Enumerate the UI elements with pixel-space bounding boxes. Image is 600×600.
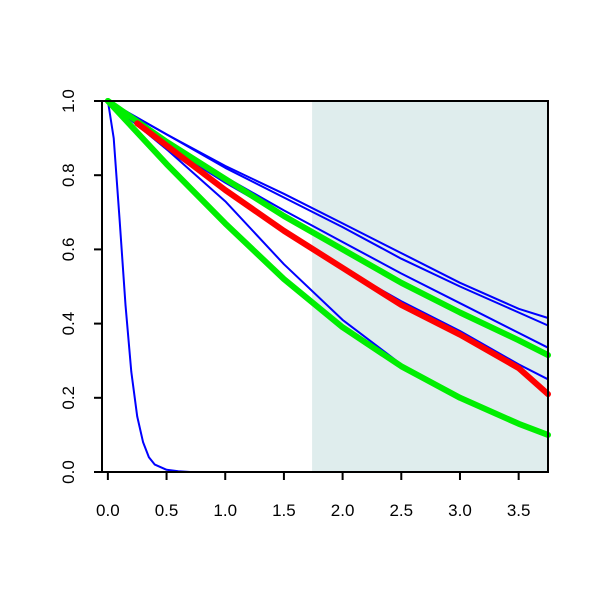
- x-tick-label-2: 1.0: [213, 501, 237, 520]
- y-tick-label-4: 0.8: [59, 163, 78, 187]
- series-line-3: [106, 100, 549, 327]
- y-axis: 0.0 0.2 0.4 0.6 0.8 1.0: [59, 89, 102, 484]
- x-axis: 0.0 0.5 1.0 1.5 2.0 2.5 3.0 3.5: [96, 472, 530, 520]
- series-line-8: [104, 98, 551, 359]
- x-tick-label-3: 1.5: [272, 501, 296, 520]
- y-tick-label-1: 0.2: [59, 386, 78, 410]
- y-tick-label-3: 0.6: [59, 238, 78, 262]
- x-tick-label-4: 2.0: [331, 501, 355, 520]
- x-tick-label-5: 2.5: [389, 501, 413, 520]
- y-tick-label-2: 0.4: [59, 312, 78, 336]
- y-tick-label-0: 0.0: [59, 460, 78, 484]
- x-tick-label-7: 3.5: [507, 501, 531, 520]
- shaded-region: [312, 101, 548, 472]
- series-line-10: [134, 120, 551, 398]
- x-tick-label-6: 3.0: [448, 501, 472, 520]
- x-tick-label-1: 0.5: [155, 501, 179, 520]
- series-line-9: [104, 98, 551, 438]
- plot-box: [101, 100, 549, 473]
- series-layer: [104, 98, 551, 473]
- y-tick-label-5: 1.0: [59, 89, 78, 113]
- x-tick-label-0: 0.0: [96, 501, 120, 520]
